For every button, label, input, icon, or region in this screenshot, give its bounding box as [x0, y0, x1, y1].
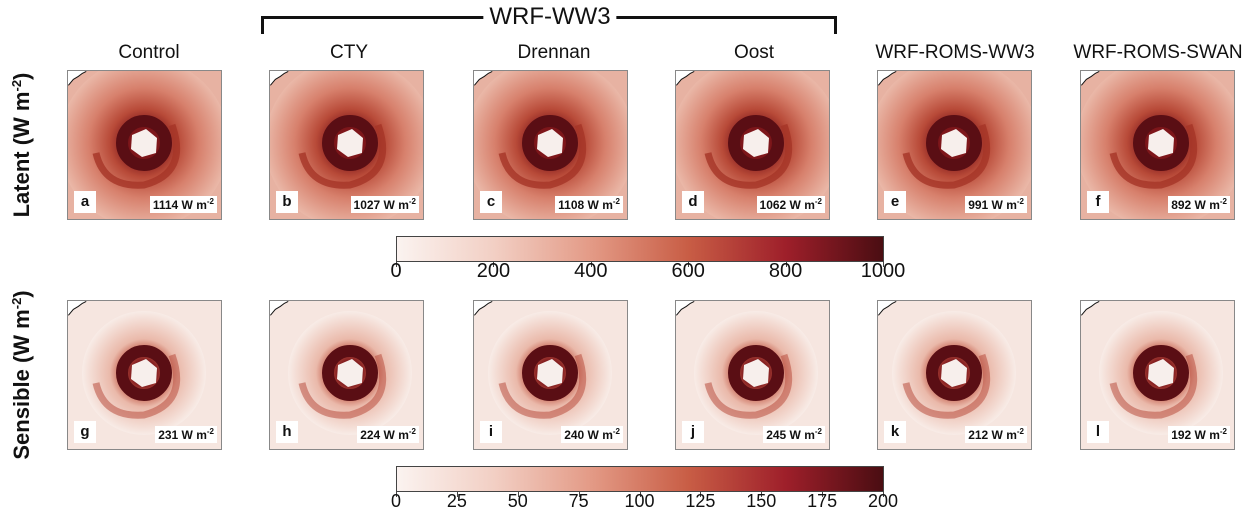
- panel-c: c 1108 W m-2: [473, 70, 628, 220]
- panel-letter: c: [480, 191, 502, 213]
- row-label-sensible: Sensible (W m-2): [8, 290, 35, 460]
- panel-max-value: 1062 W m-2: [756, 196, 825, 213]
- colorbar-tick: [493, 262, 495, 267]
- colorbar-tick: [456, 492, 458, 497]
- column-title-control: Control: [118, 42, 180, 63]
- colorbar-tick: [639, 492, 641, 497]
- storm-map-h: [270, 301, 423, 449]
- storm-map-g: [68, 301, 221, 449]
- panel-letter: i: [480, 421, 502, 443]
- column-title-oost: Oost: [733, 42, 775, 63]
- panel-i: i 240 W m-2: [473, 300, 628, 450]
- colorbar-tick: [590, 262, 592, 267]
- panel-max-value: 240 W m-2: [561, 426, 623, 443]
- panel-letter: g: [74, 421, 96, 443]
- panel-max-value: 231 W m-2: [155, 426, 217, 443]
- panel-h: h 224 W m-2: [269, 300, 424, 450]
- colorbar-tick: [700, 492, 702, 497]
- colorbar-sensible: [396, 466, 884, 492]
- colorbar-tick-label: 800: [768, 260, 803, 282]
- colorbar-tick: [517, 492, 519, 497]
- panel-max-value: 991 W m-2: [965, 196, 1027, 213]
- column-title-drennan: Drennan: [517, 42, 591, 63]
- panel-max-value: 245 W m-2: [763, 426, 825, 443]
- panel-g: g 231 W m-2: [67, 300, 222, 450]
- panel-letter: a: [74, 191, 96, 213]
- colorbar-tick: [396, 262, 397, 267]
- column-title-wrf-roms-swan: WRF-ROMS-SWAN: [1073, 42, 1243, 63]
- colorbar-tick-label: 150: [746, 491, 777, 511]
- colorbar-tick: [822, 492, 824, 497]
- panel-max-value: 192 W m-2: [1168, 426, 1230, 443]
- colorbar-tick-label: 0: [390, 491, 402, 511]
- panel-letter: b: [276, 191, 298, 213]
- panel-j: j 245 W m-2: [675, 300, 830, 450]
- colorbar-tick-label: 25: [446, 491, 467, 511]
- colorbar-tick: [761, 492, 763, 497]
- column-title-wrf-roms-ww3: WRF-ROMS-WW3: [875, 42, 1035, 63]
- storm-map-d: [676, 71, 829, 219]
- colorbar-tick-label: 1000: [860, 260, 906, 282]
- colorbar-tick-label: 200: [476, 260, 511, 282]
- colorbar-tick-label: 175: [807, 491, 838, 511]
- row-label-latent: Latent (W m-2): [8, 72, 35, 218]
- panel-max-value: 892 W m-2: [1168, 196, 1230, 213]
- panel-letter: l: [1087, 421, 1109, 443]
- colorbar-tick-label: 125: [685, 491, 716, 511]
- panel-f: f 892 W m-2: [1080, 70, 1235, 220]
- colorbar-tick: [396, 492, 397, 497]
- panel-max-value: 1114 W m-2: [149, 196, 217, 213]
- panel-k: k 212 W m-2: [877, 300, 1032, 450]
- panel-l: l 192 W m-2: [1080, 300, 1235, 450]
- colorbar-tick-label: 50: [507, 491, 528, 511]
- group-label: WRF-WW3: [483, 3, 617, 31]
- panel-d: d 1062 W m-2: [675, 70, 830, 220]
- panel-max-value: 1108 W m-2: [555, 196, 623, 213]
- storm-map-j: [676, 301, 829, 449]
- panel-letter: d: [682, 191, 704, 213]
- column-title-cty: CTY: [330, 42, 368, 63]
- colorbar-tick-label: 0: [390, 260, 402, 282]
- colorbar-tick: [578, 492, 580, 497]
- panel-letter: j: [682, 421, 704, 443]
- panel-max-value: 1027 W m-2: [350, 196, 419, 213]
- colorbar-tick: [883, 492, 884, 497]
- colorbar-tick-label: 600: [671, 260, 705, 282]
- colorbar-latent: [396, 236, 884, 262]
- colorbar-tick-label: 200: [867, 491, 899, 511]
- colorbar-tick: [785, 262, 787, 267]
- panel-max-value: 224 W m-2: [357, 426, 419, 443]
- panel-max-value: 212 W m-2: [965, 426, 1027, 443]
- colorbar-tick: [688, 262, 690, 267]
- panel-e: e 991 W m-2: [877, 70, 1032, 220]
- colorbar-tick-label: 75: [568, 491, 589, 511]
- colorbar-tick: [883, 262, 884, 267]
- colorbar-tick-label: 400: [574, 260, 608, 282]
- panel-letter: e: [884, 191, 906, 213]
- colorbar-tick-label: 100: [624, 491, 655, 511]
- panel-letter: h: [276, 421, 298, 443]
- panel-letter: k: [884, 421, 906, 443]
- panel-letter: f: [1087, 191, 1109, 213]
- panel-b: b 1027 W m-2: [269, 70, 424, 220]
- panel-a: a 1114 W m-2: [67, 70, 222, 220]
